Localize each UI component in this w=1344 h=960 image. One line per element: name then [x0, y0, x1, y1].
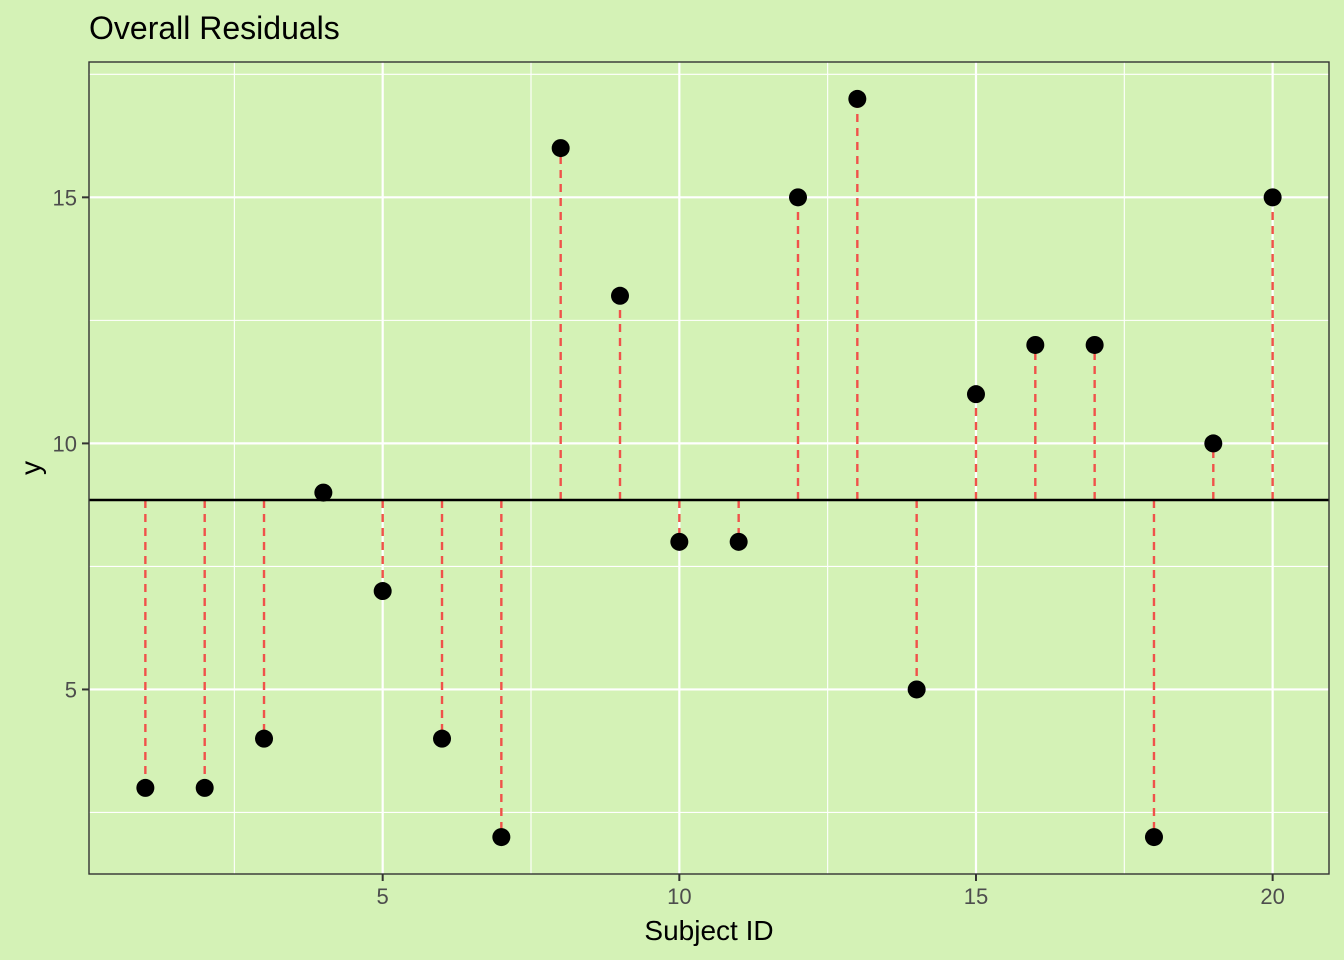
data-point [966, 385, 985, 404]
x-tick-label: 5 [377, 884, 389, 909]
data-point [314, 483, 333, 502]
data-point [492, 828, 511, 847]
data-point [1144, 828, 1163, 847]
data-point [670, 532, 689, 551]
y-axis-title: y [15, 461, 46, 475]
data-point [729, 532, 748, 551]
data-point [1204, 434, 1223, 453]
data-point [788, 188, 807, 207]
x-tick-label: 15 [964, 884, 988, 909]
x-axis-title: Subject ID [644, 915, 773, 946]
data-point [433, 729, 452, 748]
data-point [1026, 335, 1045, 354]
x-tick-label: 20 [1260, 884, 1284, 909]
y-tick-label: 15 [53, 185, 77, 210]
residual-lines [144, 98, 1274, 838]
data-point [373, 582, 392, 601]
y-tick-label: 10 [53, 431, 77, 456]
data-point [907, 680, 926, 699]
data-point [611, 286, 630, 305]
data-point [1085, 335, 1104, 354]
panel-border [88, 61, 1330, 875]
data-point [1263, 188, 1282, 207]
data-point [848, 89, 867, 108]
axes: 5 10 15 20 5 10 15 [53, 185, 1285, 909]
data-point [551, 139, 570, 158]
data-points [136, 89, 1282, 847]
data-point [136, 778, 155, 797]
chart-title: Overall Residuals [89, 10, 340, 46]
y-tick-label: 5 [65, 677, 77, 702]
x-tick-label: 10 [667, 884, 691, 909]
data-point [255, 729, 274, 748]
data-point [195, 778, 214, 797]
